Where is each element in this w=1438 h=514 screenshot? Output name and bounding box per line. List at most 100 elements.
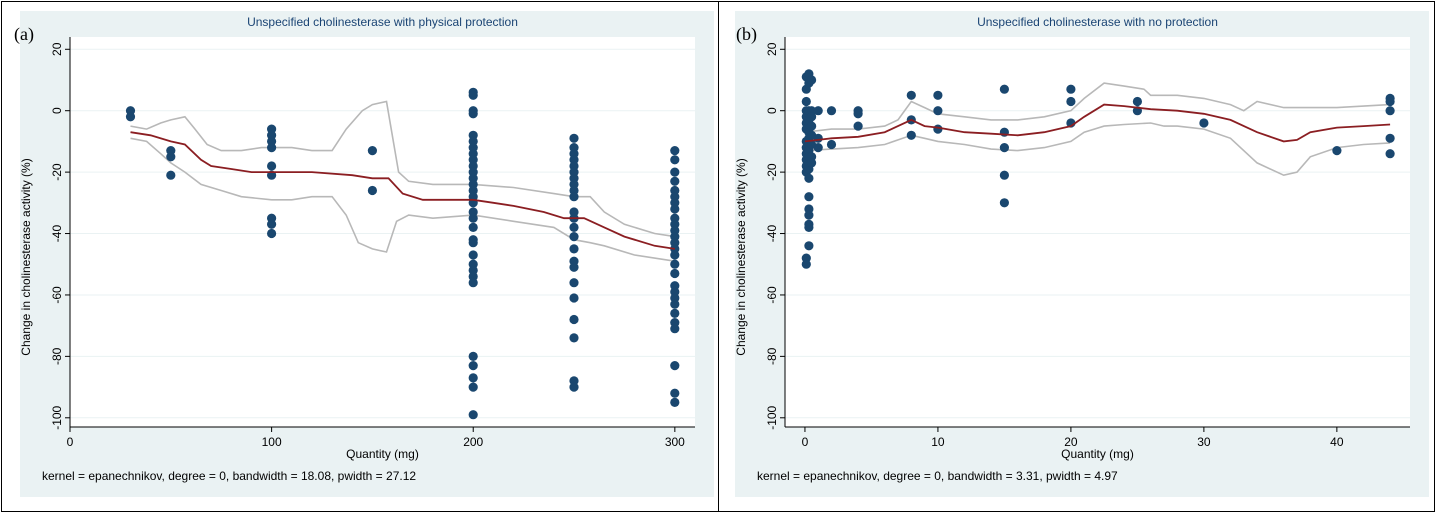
data-point	[826, 106, 837, 116]
y-tick-label: -40	[50, 225, 64, 243]
data-point	[933, 124, 943, 134]
x-axis-label: Quantity (mg)	[1061, 447, 1134, 461]
panel-a: 20 0 -20 -40 -60 -80 -100 0 100 200 300 Unspecified…	[2, 1, 718, 512]
data-point	[670, 397, 680, 407]
data-point	[468, 382, 478, 392]
data-point	[1132, 96, 1142, 107]
data-point	[804, 241, 814, 251]
data-point	[166, 152, 176, 162]
y-tick-label: -40	[765, 225, 779, 243]
data-point	[670, 259, 680, 269]
data-point	[468, 238, 478, 248]
data-point	[468, 361, 478, 371]
y-tick-label: 0	[50, 107, 64, 114]
data-point	[804, 210, 814, 220]
data-point	[804, 222, 814, 232]
x-tick-label: 20	[1064, 435, 1078, 449]
data-point	[999, 143, 1009, 153]
panel-label: (b)	[736, 24, 757, 45]
data-point	[267, 228, 277, 239]
data-point	[933, 90, 943, 100]
data-point	[1385, 133, 1395, 143]
data-point	[468, 351, 478, 361]
y-tick-label: -20	[765, 163, 779, 181]
y-tick-label: 20	[50, 42, 64, 56]
panel-label: (a)	[14, 24, 34, 45]
data-point	[468, 213, 478, 223]
chart-title: Unspecified cholinesterase with no prote…	[977, 15, 1218, 29]
y-tick-label: -80	[765, 347, 779, 365]
data-point	[569, 333, 579, 343]
data-point	[569, 222, 579, 232]
x-tick-label: 10	[931, 435, 945, 449]
data-point	[670, 268, 680, 279]
data-point	[906, 130, 916, 140]
data-point	[468, 373, 478, 383]
x-tick-label: 100	[262, 435, 282, 449]
data-point	[807, 112, 817, 122]
data-point	[1199, 118, 1209, 128]
data-point	[999, 170, 1009, 180]
y-tick-label: -80	[50, 347, 64, 365]
y-tick-label: 0	[765, 107, 779, 114]
upper-ci-line	[804, 82, 1391, 133]
data-point	[1385, 96, 1395, 107]
data-point	[906, 90, 916, 100]
panel-b: 20 0 -20 -40 -60 -80 -100 0 10 20 30 40 Unspecified …	[719, 1, 1434, 512]
data-point	[807, 158, 817, 168]
data-point	[670, 250, 680, 260]
data-point	[1385, 149, 1395, 159]
data-point	[569, 133, 579, 143]
data-point	[670, 167, 680, 177]
y-tick-label: 20	[765, 42, 779, 56]
data-point	[267, 219, 277, 229]
data-point	[267, 143, 277, 153]
data-point	[569, 293, 579, 303]
chart-svg: 20 0 -20 -40 -60 -80 -100 0 10 20 30 40 Unspecified …	[734, 11, 1429, 497]
data-point	[1385, 106, 1395, 116]
kernel-note: kernel = epanechnikov, degree = 0, bandw…	[757, 469, 1118, 483]
x-tick-label: 300	[665, 435, 685, 449]
data-point	[166, 170, 176, 180]
plot-area	[70, 37, 695, 427]
lower-ci-line	[130, 137, 675, 262]
data-point	[801, 259, 811, 269]
x-tick-label: 0	[67, 435, 74, 449]
data-point	[999, 84, 1009, 94]
data-point	[569, 232, 579, 242]
data-point	[813, 133, 823, 143]
data-point	[807, 75, 817, 85]
data-point	[999, 198, 1009, 208]
x-tick-label: 30	[1197, 435, 1211, 449]
data-point	[1066, 84, 1076, 94]
data-point	[367, 185, 377, 196]
y-tick-label: -100	[50, 405, 64, 429]
data-point	[670, 299, 680, 309]
data-point	[468, 109, 478, 119]
data-point	[468, 222, 478, 232]
data-point	[1332, 146, 1342, 156]
y-axis-label: Change in cholinesterase activity (%)	[19, 158, 33, 355]
data-point	[569, 314, 579, 325]
data-point	[468, 410, 478, 420]
y-tick-label: -20	[50, 163, 64, 181]
data-point	[933, 106, 943, 116]
y-tick-label: -60	[50, 286, 64, 304]
data-point	[569, 192, 579, 202]
data-point	[670, 361, 680, 371]
data-point	[468, 278, 478, 288]
data-point	[807, 121, 817, 131]
data-point	[801, 96, 811, 107]
data-point	[670, 146, 680, 156]
data-point	[569, 278, 579, 288]
data-point	[468, 90, 478, 100]
smoothed-fit-line	[130, 131, 675, 250]
x-tick-label: 40	[1330, 435, 1344, 449]
data-point	[569, 262, 579, 272]
upper-ci-line	[130, 100, 675, 238]
data-point	[670, 388, 680, 398]
panel-divider	[718, 1, 719, 512]
data-point	[804, 173, 814, 183]
data-point	[670, 155, 680, 165]
